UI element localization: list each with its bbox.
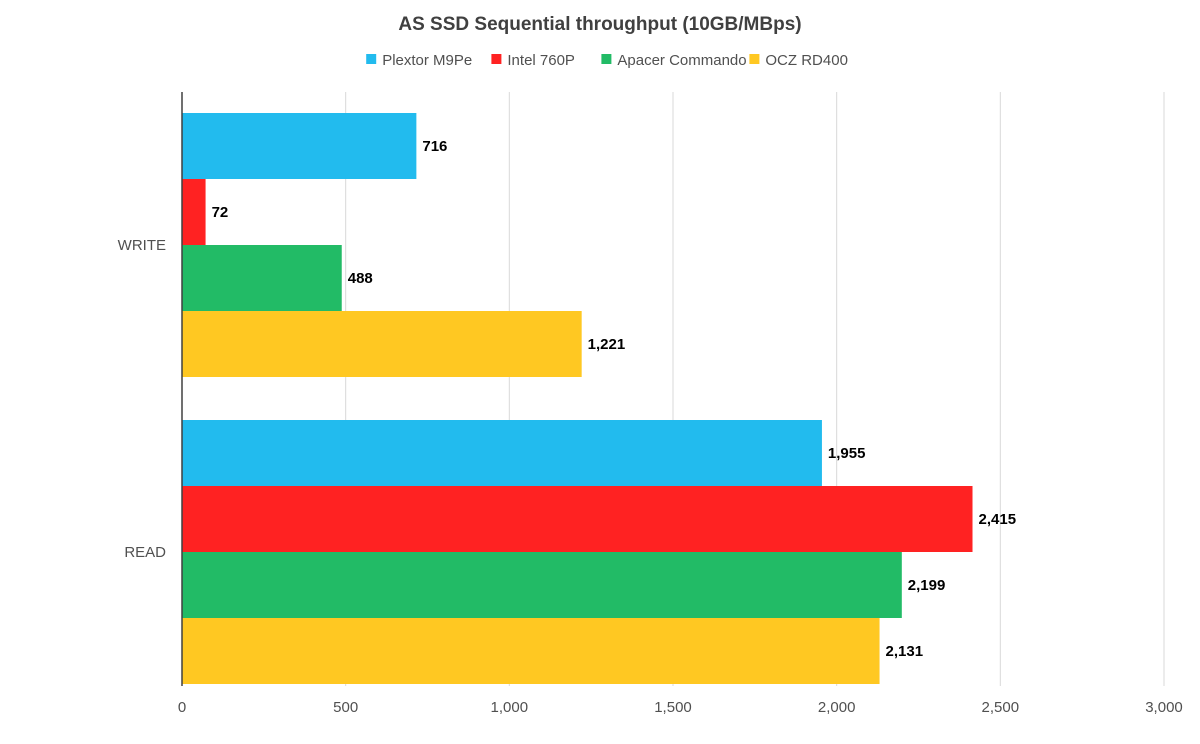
x-tick-label: 1,500 bbox=[654, 699, 692, 716]
bar bbox=[182, 618, 880, 684]
y-category-labels: WRITE READ bbox=[118, 237, 166, 561]
bar-value-label: 2,199 bbox=[908, 577, 946, 594]
bar-value-label: 72 bbox=[212, 204, 229, 221]
legend-swatch bbox=[601, 54, 612, 64]
legend-swatch bbox=[491, 54, 502, 64]
legend-label: OCZ RD400 bbox=[765, 52, 848, 69]
bar bbox=[182, 179, 206, 245]
bar-value-label: 1,955 bbox=[828, 445, 866, 462]
legend-label: Intel 760P bbox=[507, 52, 575, 69]
bar bbox=[182, 552, 902, 618]
chart-legend: Plextor M9Pe Intel 760P Apacer Commando OCZ… bbox=[366, 52, 848, 69]
chart-title: AS SSD Sequential throughput (10GB/MBps) bbox=[398, 14, 801, 35]
x-tick-label: 0 bbox=[178, 699, 186, 716]
x-tick-label: 2,000 bbox=[818, 699, 856, 716]
bar bbox=[182, 113, 417, 179]
bar-value-label: 488 bbox=[348, 270, 373, 287]
bar-value-label: 716 bbox=[422, 138, 447, 155]
x-tick-label: 500 bbox=[333, 699, 358, 716]
legend-swatch bbox=[749, 54, 760, 64]
x-tick-label: 1,000 bbox=[491, 699, 529, 716]
bar bbox=[182, 245, 342, 311]
bar bbox=[182, 311, 582, 377]
value-labels: 716 72 488 1,221 1,955 2,415 2,199 2,131 bbox=[212, 138, 1016, 660]
bar-value-label: 2,131 bbox=[886, 643, 924, 660]
category-label: WRITE bbox=[118, 237, 166, 254]
x-tick-label: 2,500 bbox=[982, 699, 1020, 716]
bar-value-label: 1,221 bbox=[588, 336, 626, 353]
bar bbox=[182, 486, 973, 552]
legend-label: Plextor M9Pe bbox=[382, 52, 472, 69]
x-tick-labels: 0 500 1,000 1,500 2,000 2,500 3,000 bbox=[178, 699, 1183, 716]
category-label: READ bbox=[124, 544, 166, 561]
legend-label: Apacer Commando bbox=[617, 52, 746, 69]
legend-swatch bbox=[366, 54, 377, 64]
bar-value-label: 2,415 bbox=[979, 511, 1017, 528]
bar bbox=[182, 420, 822, 486]
bars bbox=[182, 113, 973, 684]
x-tick-label: 3,000 bbox=[1145, 699, 1183, 716]
